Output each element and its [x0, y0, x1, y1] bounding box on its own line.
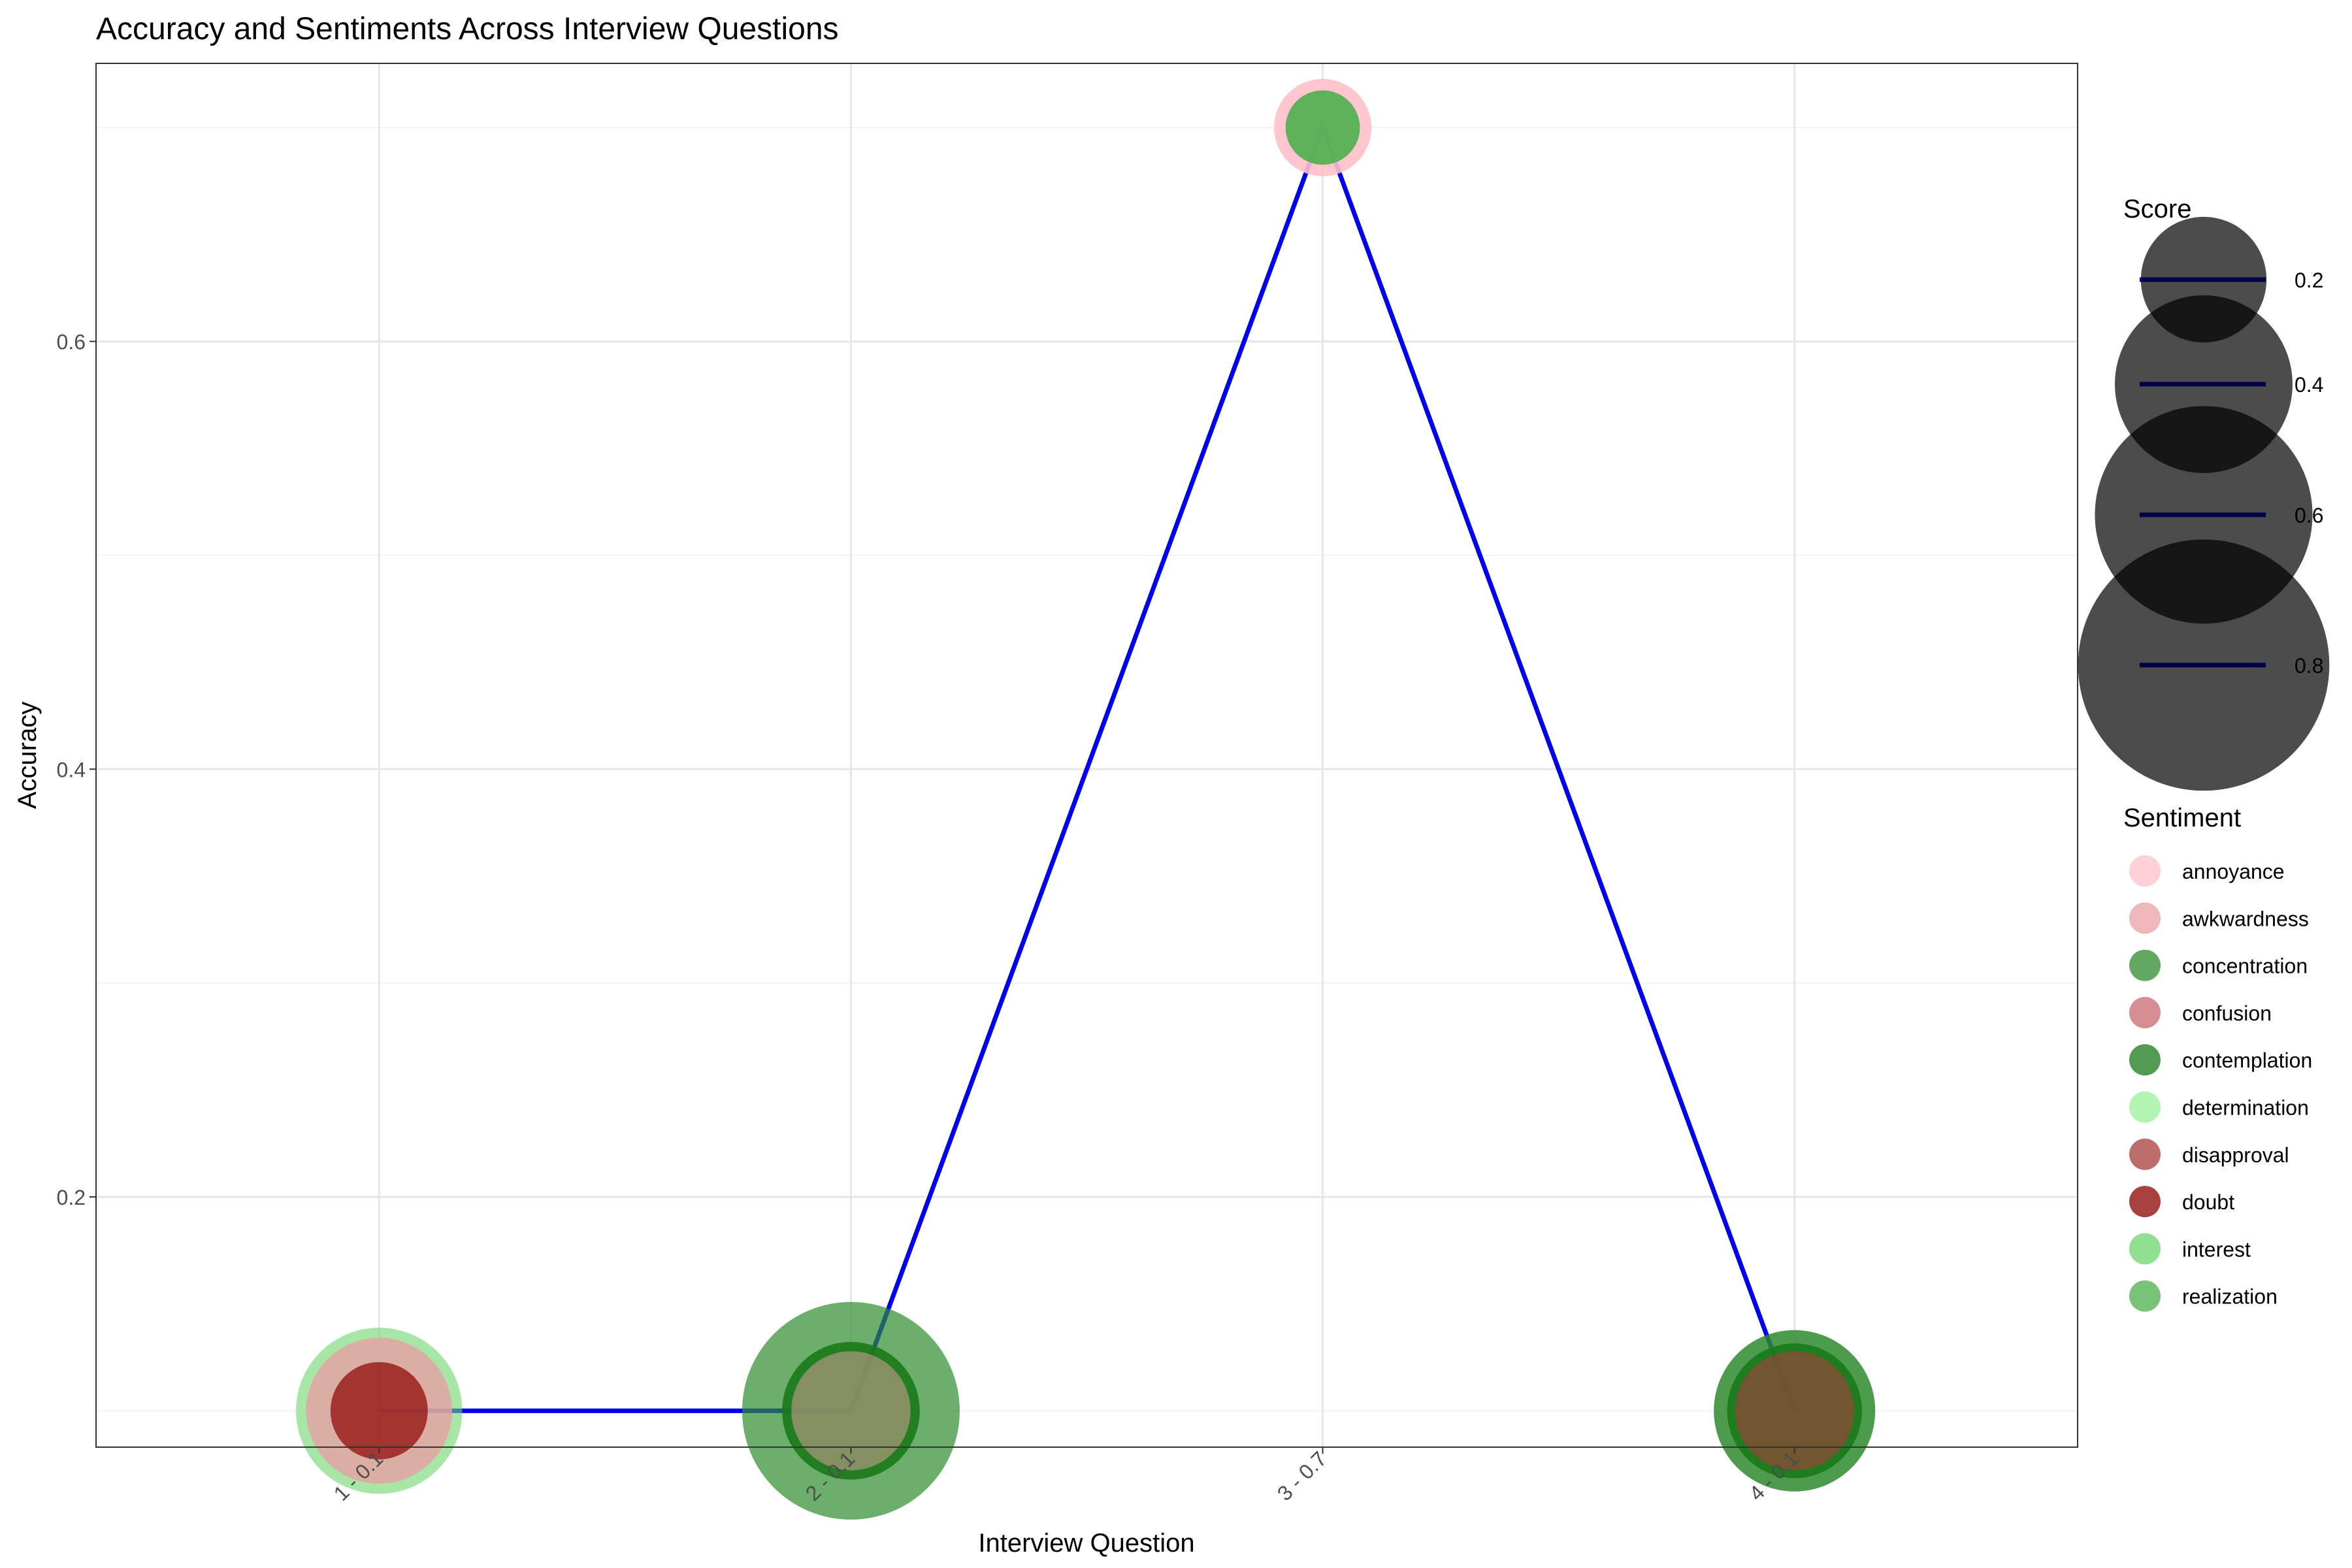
legend-sentiment-label: concentration	[2182, 955, 2308, 978]
legend-score-label: 0.2	[2295, 269, 2323, 292]
legend-sentiment-key	[2129, 996, 2161, 1028]
chart-title: Accuracy and Sentiments Across Interview…	[96, 12, 839, 46]
point-disapproval	[1735, 1351, 1854, 1471]
legend-sentiment-label: disapproval	[2182, 1143, 2289, 1167]
plot-area	[96, 63, 2078, 1447]
legend-sentiment-label: awkwardness	[2182, 907, 2309, 930]
point-realization	[1285, 90, 1360, 165]
legend-sentiment-label: confusion	[2182, 1002, 2272, 1025]
legend-sentiment-label: realization	[2182, 1285, 2278, 1309]
y-tick-label: 0.2	[57, 1186, 86, 1209]
legend-sentiment-key	[2129, 1138, 2161, 1170]
point-doubt	[330, 1362, 428, 1460]
legend-sentiment-key	[2129, 1280, 2161, 1312]
legend-sentiment-key	[2129, 949, 2161, 981]
legend-score-title: Score	[2123, 195, 2192, 223]
legend-sentiment-key	[2129, 1044, 2161, 1076]
plot-panel: 0.20.40.61 - 0.1 2 - 0.1 3 - 0.7 4 - 0.1	[57, 63, 2078, 1520]
legend-sentiment-label: contemplation	[2182, 1049, 2312, 1072]
legend-sentiment-key	[2129, 855, 2161, 887]
legend-sentiment-key	[2129, 1186, 2161, 1218]
legend-sentiment-label: annoyance	[2182, 860, 2285, 883]
legend-sentiment-key	[2129, 902, 2161, 934]
legend-score-bubble	[2078, 539, 2330, 791]
accuracy-line	[379, 125, 1797, 1413]
legend-score-label: 0.8	[2295, 654, 2323, 678]
legend-sentiment-title: Sentiment	[2123, 804, 2241, 832]
legend-sentiment-label: interest	[2182, 1237, 2251, 1261]
y-axis-label: Accuracy	[13, 702, 42, 809]
legend-sentiment-key	[2129, 1233, 2161, 1265]
plot-border	[95, 63, 2078, 1448]
legend-sentiment-key	[2129, 1091, 2161, 1123]
point-awkwardness	[791, 1351, 911, 1471]
legends: Score 0.2 0.4 0.6 0.8 Sentiment annoyance awkwa…	[2078, 195, 2330, 1312]
legend-sentiment-label: doubt	[2182, 1190, 2234, 1214]
legend-score-label: 0.6	[2295, 504, 2323, 527]
legend-sentiment-label: determination	[2182, 1096, 2309, 1120]
y-tick-label: 0.6	[57, 331, 86, 354]
legend-score-label: 0.4	[2295, 373, 2323, 397]
y-tick-label: 0.4	[57, 758, 86, 781]
x-axis-label: Interview Question	[978, 1529, 1194, 1558]
